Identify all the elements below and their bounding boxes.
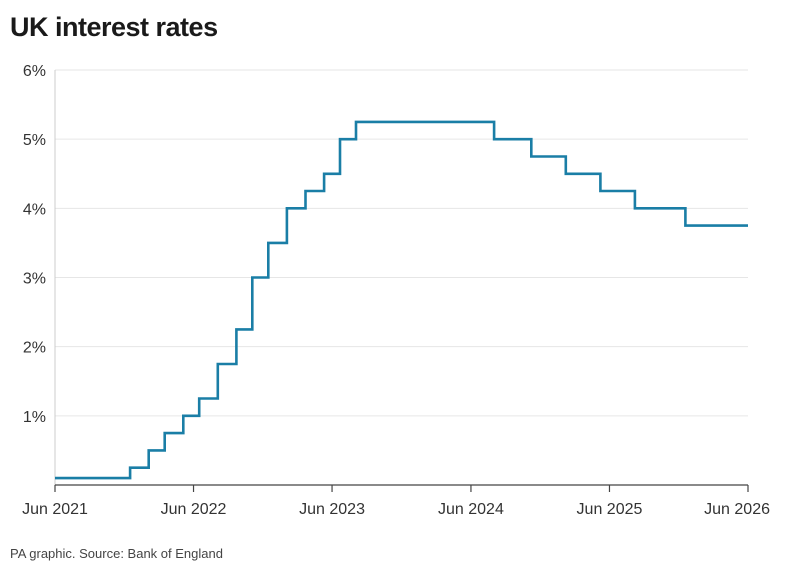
y-tick-label: 2% [23,340,46,357]
y-tick-label: 5% [23,132,46,149]
x-tick-label: Jun 2021 [22,501,88,518]
y-axis: 1% 2% 3% 4% 5% 6% [23,63,46,426]
chart-title: UK interest rates [10,12,218,42]
x-tick-label: Jun 2024 [438,501,504,518]
x-tick-label: Jun 2026 [704,501,770,518]
rate-series [55,120,748,480]
y-tick-label: 1% [23,409,46,426]
x-tick-label: Jun 2025 [577,501,643,518]
rate-step-line [55,120,748,480]
y-tick-label: 6% [23,63,46,80]
x-tick-label: Jun 2022 [161,501,227,518]
x-axis: Jun 2021 Jun 2022 Jun 2023 Jun 2024 Jun 2025… [22,485,770,518]
y-tick-label: 4% [23,201,46,218]
x-tick-label: Jun 2023 [299,501,365,518]
y-tick-label: 3% [23,271,46,288]
gridlines [54,69,748,486]
source-note: PA graphic. Source: Bank of England [10,546,223,561]
